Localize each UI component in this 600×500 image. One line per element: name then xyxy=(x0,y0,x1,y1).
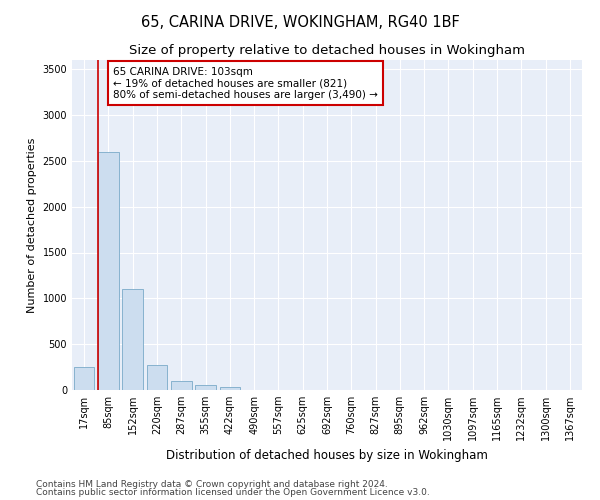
Bar xyxy=(122,289,143,390)
Bar xyxy=(220,387,240,390)
Bar xyxy=(195,386,216,390)
Text: Contains public sector information licensed under the Open Government Licence v3: Contains public sector information licen… xyxy=(36,488,430,497)
Text: 65, CARINA DRIVE, WOKINGHAM, RG40 1BF: 65, CARINA DRIVE, WOKINGHAM, RG40 1BF xyxy=(140,15,460,30)
Bar xyxy=(98,152,119,390)
Bar xyxy=(74,367,94,390)
Text: 65 CARINA DRIVE: 103sqm
← 19% of detached houses are smaller (821)
80% of semi-d: 65 CARINA DRIVE: 103sqm ← 19% of detache… xyxy=(113,66,377,100)
Text: Contains HM Land Registry data © Crown copyright and database right 2024.: Contains HM Land Registry data © Crown c… xyxy=(36,480,388,489)
Y-axis label: Number of detached properties: Number of detached properties xyxy=(27,138,37,312)
X-axis label: Distribution of detached houses by size in Wokingham: Distribution of detached houses by size … xyxy=(166,448,488,462)
Title: Size of property relative to detached houses in Wokingham: Size of property relative to detached ho… xyxy=(129,44,525,58)
Bar xyxy=(146,365,167,390)
Bar xyxy=(171,382,191,390)
